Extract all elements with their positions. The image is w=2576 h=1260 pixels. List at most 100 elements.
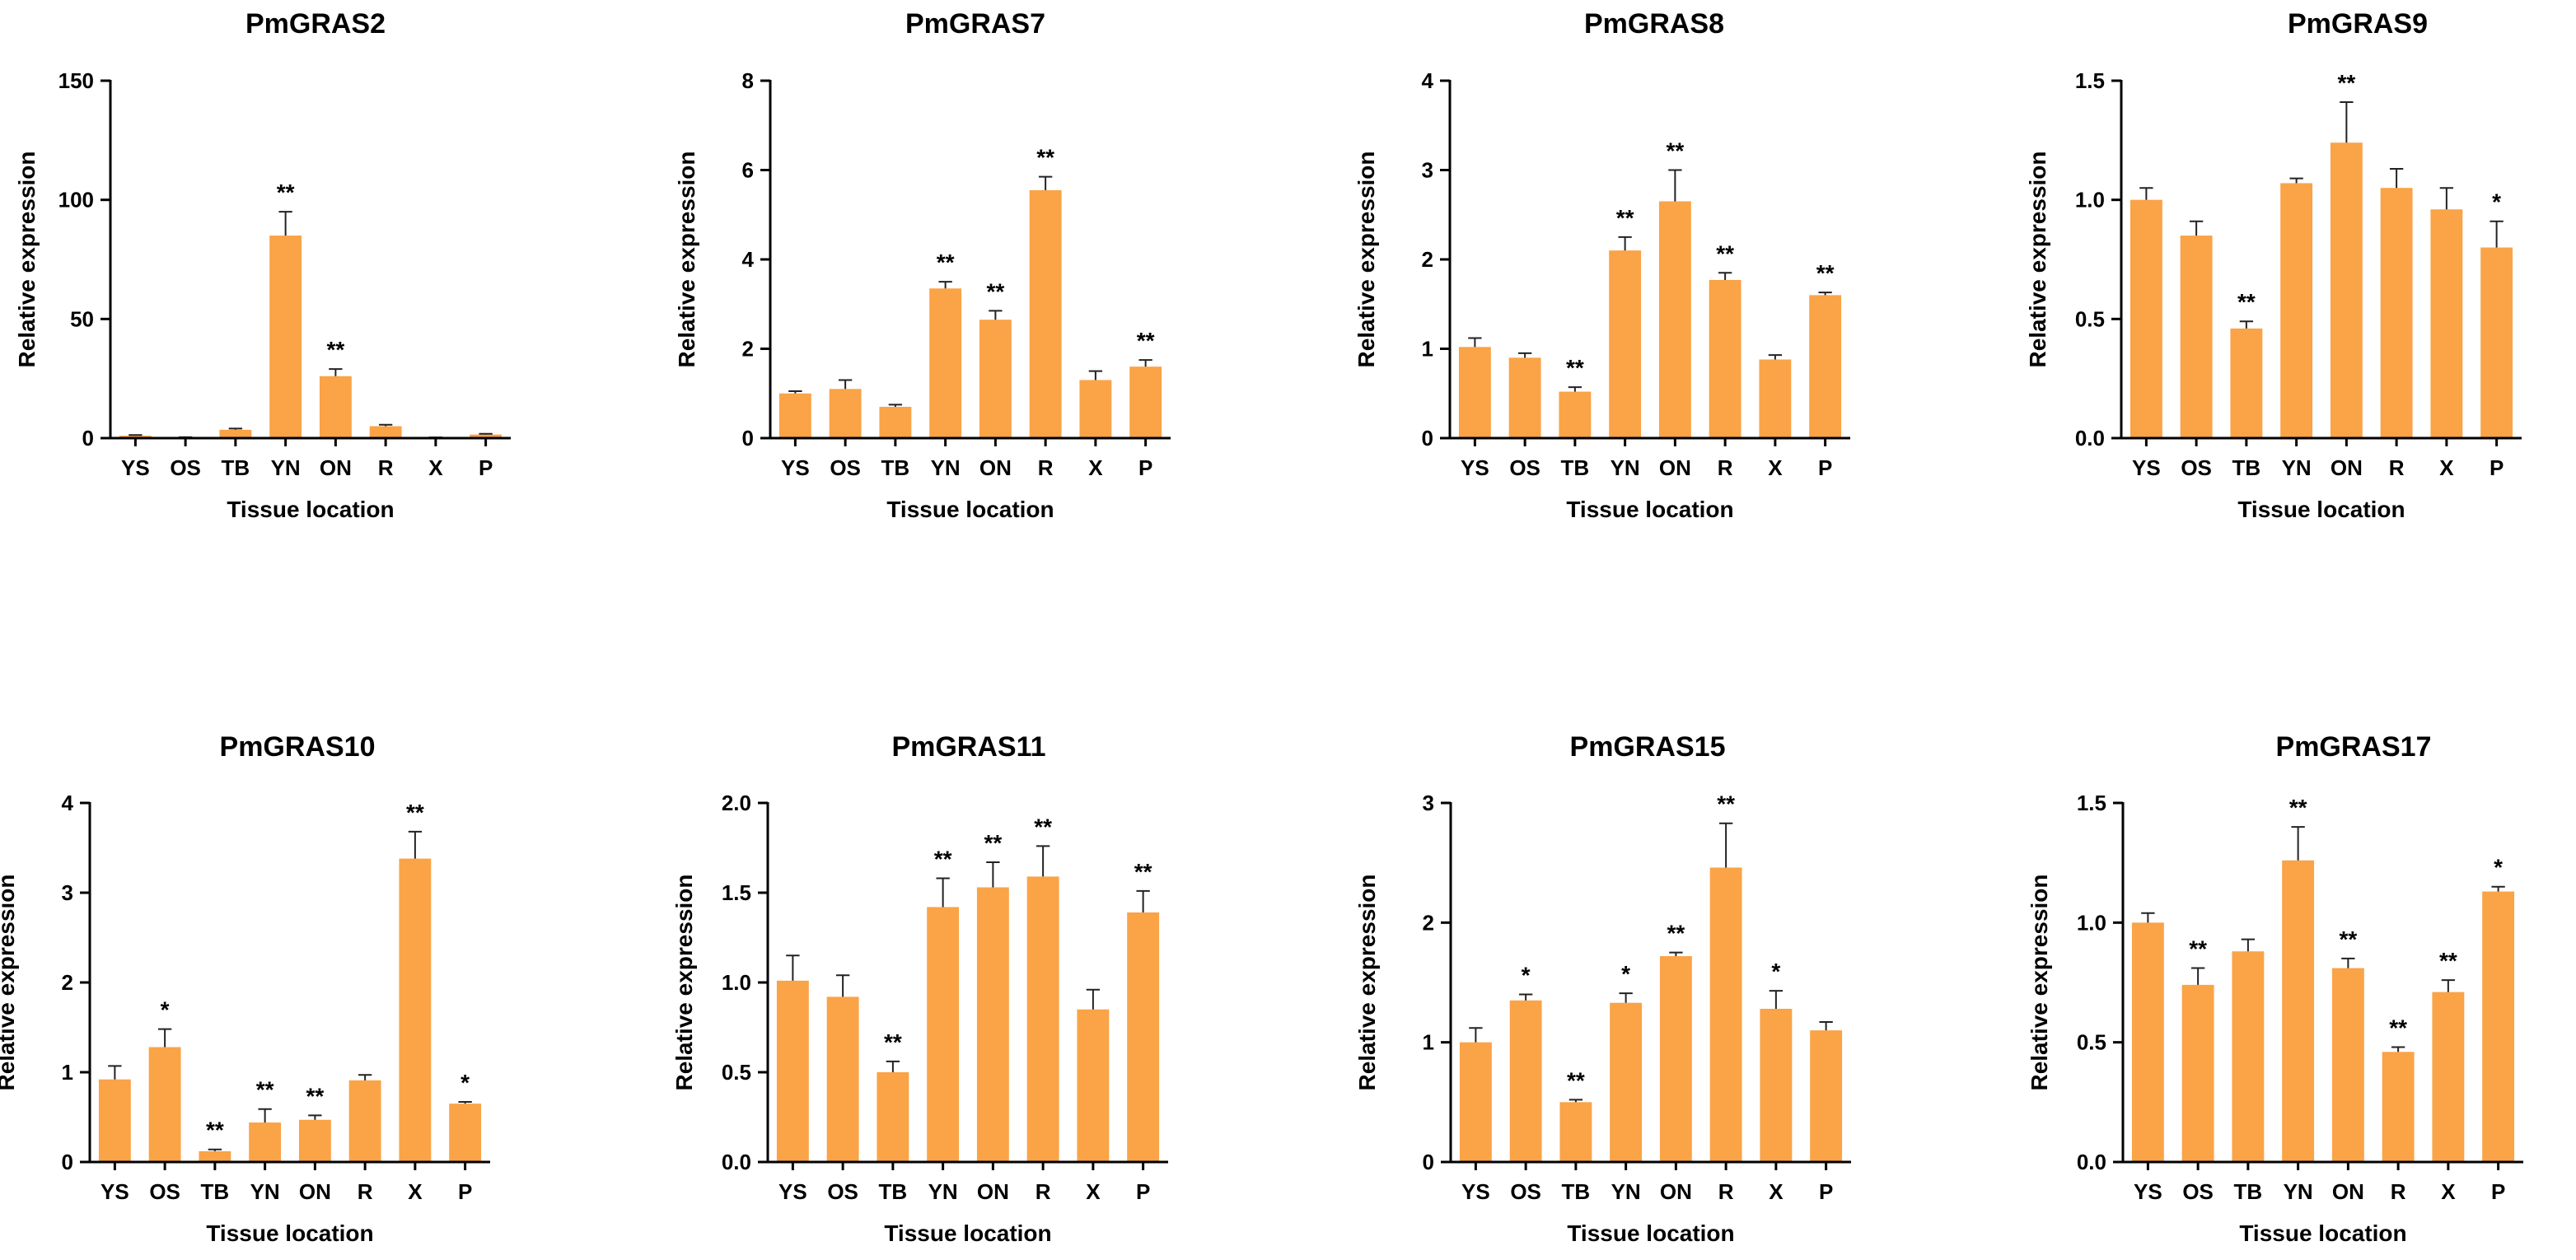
significance-marker: * <box>2494 855 2503 880</box>
significance-marker: ** <box>2389 1015 2407 1040</box>
y-tick-label: 0 <box>62 1150 73 1174</box>
y-axis-label: Relative expression <box>674 151 699 367</box>
error-bar-ys <box>788 390 802 394</box>
y-tick-label: 0.0 <box>722 1150 751 1174</box>
bar-os <box>1508 357 1541 438</box>
chart-title: PmGRAS15 <box>1570 731 1726 763</box>
bar-on <box>319 376 352 438</box>
significance-marker: ** <box>1137 328 1155 353</box>
bar-r <box>1709 279 1741 438</box>
error-bar-on <box>308 1114 322 1120</box>
x-tick-label: X <box>2441 1179 2456 1204</box>
bar-x <box>1759 359 1792 438</box>
x-tick-label: P <box>1138 455 1152 480</box>
y-tick-label: 0 <box>1423 1150 1434 1174</box>
error-bar-yn <box>938 281 952 289</box>
bar-yn <box>249 1122 282 1162</box>
x-tick-label: OS <box>830 455 861 480</box>
significance-marker: * <box>461 1070 470 1095</box>
x-tick-label: TB <box>1562 1179 1591 1204</box>
significance-marker: ** <box>1566 355 1584 380</box>
x-tick-label: R <box>358 1179 373 1204</box>
error-bar-os <box>157 1028 172 1048</box>
y-tick-label: 0.0 <box>2077 1150 2106 1174</box>
bar-ys <box>776 980 809 1162</box>
bar-yn <box>929 288 962 438</box>
x-tick-label: OS <box>1510 1179 1541 1204</box>
y-tick-label: 0.5 <box>722 1060 751 1085</box>
chart-title: PmGRAS8 <box>1584 8 1724 40</box>
chart-panel-pmgras7: PmGRAS7 Relative expression Tissue locatio… <box>674 8 1171 522</box>
y-axis-label: Relative expression <box>2027 874 2052 1090</box>
error-bar-os <box>838 379 853 390</box>
chart-panel-pmgras17: PmGRAS17 Relative expression Tissue locati… <box>2027 731 2523 1246</box>
y-tick-label: 2 <box>62 970 73 995</box>
chart-panel-pmgras11: PmGRAS11 Relative expression Tissue locati… <box>671 731 1168 1246</box>
y-axis-label: Relative expression <box>1354 874 1380 1090</box>
x-tick-label: R <box>2389 455 2405 480</box>
x-tick-label: YS <box>1461 1179 1490 1204</box>
bar-ys <box>98 1079 131 1162</box>
x-tick-label: ON <box>2331 455 2363 480</box>
error-bar-on <box>986 861 1000 888</box>
y-tick-label: 0.0 <box>2075 426 2105 450</box>
significance-marker: ** <box>1134 859 1152 884</box>
bar-yn <box>2280 183 2313 438</box>
x-tick-label: YS <box>1461 455 1489 480</box>
error-bar-r <box>378 423 393 427</box>
y-tick-label: 1 <box>1423 1030 1434 1055</box>
significance-marker: ** <box>2189 936 2207 962</box>
x-tick-label: X <box>408 1179 423 1204</box>
error-bar-p <box>1818 292 1832 296</box>
chart-panel-pmgras2: PmGRAS2 Relative expression Tissue locatio… <box>14 8 511 522</box>
bar-tb <box>219 429 252 438</box>
error-bar-ys <box>1468 337 1482 348</box>
bar-os <box>2180 236 2213 438</box>
bar-x <box>1077 1009 1110 1162</box>
bar-p <box>449 1104 482 1162</box>
bar-ys <box>2130 199 2162 438</box>
x-tick-label: X <box>1768 455 1783 480</box>
bar-p <box>2480 247 2513 438</box>
significance-marker: * <box>2492 189 2501 215</box>
bar-os <box>826 996 859 1162</box>
error-bar-on <box>2340 101 2354 143</box>
chart-title: PmGRAS2 <box>245 8 386 40</box>
x-tick-label: ON <box>299 1179 331 1204</box>
chart-title: PmGRAS17 <box>2276 731 2432 763</box>
bar-yn <box>927 907 960 1162</box>
x-tick-label: R <box>1036 1179 1051 1204</box>
error-bar-p <box>2490 220 2504 248</box>
y-tick-label: 50 <box>70 306 94 331</box>
x-tick-label: R <box>1038 455 1054 480</box>
error-bar-p <box>2491 885 2505 892</box>
bar-p <box>1127 912 1160 1162</box>
x-tick-label: TB <box>879 1179 908 1204</box>
y-tick-label: 6 <box>742 158 754 183</box>
significance-marker: ** <box>2339 926 2357 952</box>
bar-tb <box>2230 328 2263 438</box>
x-tick-label: YS <box>778 1179 807 1204</box>
y-tick-label: 4 <box>1422 68 1434 93</box>
x-tick-label: P <box>479 455 493 480</box>
bar-p <box>1809 295 1842 438</box>
bar-x <box>1760 1008 1793 1162</box>
error-bar-r <box>2391 1046 2405 1052</box>
x-axis-label: Tissue location <box>1566 497 1733 522</box>
x-axis-label: Tissue location <box>886 497 1054 522</box>
bar-tb <box>1559 1102 1592 1162</box>
y-tick-label: 0 <box>1422 426 1433 450</box>
error-bar-on <box>329 368 343 376</box>
x-tick-label: YS <box>781 455 810 480</box>
significance-marker: ** <box>884 1029 902 1055</box>
error-bar-x <box>1769 990 1784 1009</box>
error-bar-os <box>835 974 850 997</box>
significance-marker: ** <box>256 1077 274 1103</box>
significance-marker: ** <box>937 250 955 275</box>
x-tick-label: R <box>378 455 394 480</box>
x-tick-label: OS <box>170 455 201 480</box>
y-tick-label: 3 <box>1423 791 1434 815</box>
bar-on <box>298 1119 331 1162</box>
significance-marker: ** <box>1667 921 1685 946</box>
y-axis-label: Relative expression <box>2025 151 2050 367</box>
